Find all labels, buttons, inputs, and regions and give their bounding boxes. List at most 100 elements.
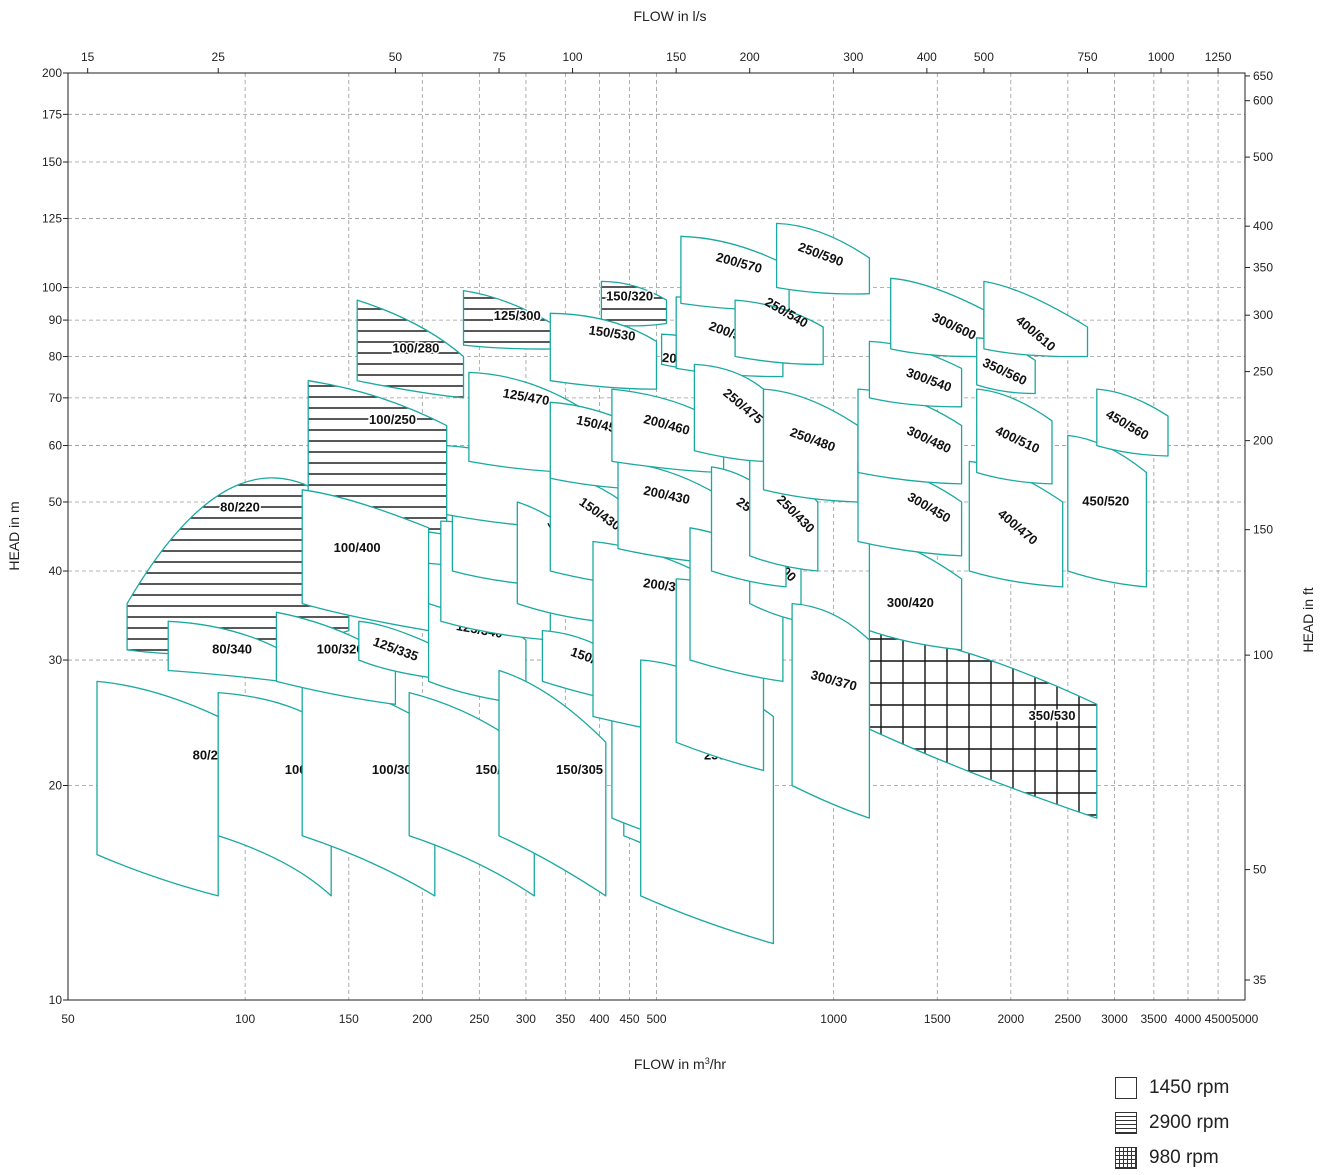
x-tick-label-bottom: 500	[646, 1012, 666, 1026]
y-tick-label-left: 80	[49, 350, 63, 364]
model-region	[983, 280, 1089, 358]
y-tick-label-left: 20	[49, 779, 63, 793]
model-80-285: 80/285	[96, 680, 232, 897]
legend-swatch-horizontal	[1115, 1111, 1137, 1134]
x-tick-label-top: 1250	[1205, 50, 1232, 64]
model-label: 100/280	[392, 340, 439, 355]
x-tick-label-top: 200	[740, 50, 760, 64]
model-region	[275, 611, 397, 705]
model-label: 150/530	[588, 322, 637, 343]
model-250-540: 250/540	[734, 294, 824, 366]
model-80-340: 80/340	[167, 620, 282, 683]
x-tick-label-bottom: 200	[412, 1012, 432, 1026]
x-tick-label-top: 300	[843, 50, 863, 64]
x-tick-label-bottom: 150	[339, 1012, 359, 1026]
model-label: 350/530	[1029, 708, 1076, 723]
model-region	[96, 680, 219, 897]
y-tick-label-right: 100	[1253, 648, 1273, 662]
model-region	[498, 669, 607, 897]
x-tick-label-bottom: 4500	[1205, 1012, 1232, 1026]
y-tick-label-right: 400	[1253, 219, 1273, 233]
model-200-570: 200/570	[680, 235, 790, 311]
x-tick-label-top: 75	[492, 50, 506, 64]
x-tick-label-top: 150	[666, 50, 686, 64]
model-region	[976, 388, 1053, 485]
pump-model-regions: 80/220 100/280 100/250 125/300 150/320 350/53…	[96, 222, 1169, 945]
model-400-510: 400/510	[976, 388, 1053, 485]
y-tick-label-left: 30	[49, 653, 63, 667]
y-tick-label-right: 650	[1253, 69, 1273, 83]
x-tick-label-top: 25	[212, 50, 226, 64]
y-tick-label-left: 40	[49, 564, 63, 578]
x-tick-label-bottom: 2000	[997, 1012, 1024, 1026]
y-tick-label-left: 90	[49, 313, 63, 327]
model-label: 125/300	[494, 308, 541, 323]
model-label: 80/340	[212, 641, 252, 656]
model-label: 450/520	[1082, 493, 1129, 508]
model-region	[680, 235, 790, 311]
x-tick-label-top: 100	[563, 50, 583, 64]
y-tick-label-right: 500	[1253, 150, 1273, 164]
model-label: 100/320	[317, 641, 364, 656]
left-axis-title: HEAD in m	[6, 501, 22, 570]
x-tick-label-bottom: 300	[516, 1012, 536, 1026]
top-axis-title: FLOW in l/s	[633, 8, 706, 24]
legend-label-2900: 2900 rpm	[1149, 1111, 1230, 1133]
model-150-305: 150/305	[498, 669, 607, 897]
x-tick-label-bottom: 350	[555, 1012, 575, 1026]
model-label: 100/250	[369, 412, 416, 427]
model-label: 300/420	[887, 595, 934, 610]
model-100-280: 100/280	[356, 299, 465, 399]
model-region	[868, 629, 1098, 819]
y-tick-label-left: 50	[49, 495, 63, 509]
model-label: 100/400	[334, 540, 381, 555]
x-tick-label-top: 400	[917, 50, 937, 64]
x-tick-label-bottom: 100	[235, 1012, 255, 1026]
y-tick-label-left: 175	[42, 107, 62, 121]
model-region	[549, 312, 658, 390]
x-tick-label-bottom: 3500	[1140, 1012, 1167, 1026]
model-300-370: 300/370	[791, 602, 871, 819]
y-tick-label-right: 250	[1253, 365, 1273, 379]
x-tick-label-top: 15	[81, 50, 95, 64]
model-region	[734, 299, 824, 366]
legend-item-1450: 1450 rpm	[1115, 1070, 1229, 1105]
model-label: 150/320	[606, 288, 653, 303]
model-300-420: 300/420	[868, 533, 963, 651]
model-label: 150/305	[556, 762, 603, 777]
x-tick-label-bottom: 50	[61, 1012, 75, 1026]
model-label: 80/220	[220, 500, 260, 515]
model-300-450: 300/450	[857, 460, 963, 557]
x-tick-label-bottom: 1500	[924, 1012, 951, 1026]
x-tick-label-top: 500	[974, 50, 994, 64]
model-250-480: 250/480	[762, 388, 859, 503]
x-tick-label-bottom: 2500	[1054, 1012, 1081, 1026]
legend: 1450 rpm 2900 rpm 980 rpm	[1115, 1070, 1229, 1175]
model-250-475: 250/475	[693, 363, 766, 463]
model-region	[1096, 388, 1169, 457]
model-150-320: 150/320	[600, 280, 668, 327]
bottom-axis-title: FLOW in m3/hr	[634, 1056, 726, 1072]
y-tick-label-right: 50	[1253, 863, 1267, 877]
model-400-470: 400/470	[968, 460, 1064, 588]
y-tick-label-left: 125	[42, 211, 62, 225]
legend-item-2900: 2900 rpm	[1115, 1105, 1229, 1140]
x-tick-label-bottom: 1000	[820, 1012, 847, 1026]
legend-label-1450: 1450 rpm	[1149, 1076, 1230, 1098]
x-tick-label-top: 50	[389, 50, 403, 64]
legend-swatch-plain	[1115, 1076, 1137, 1099]
legend-item-980: 980 rpm	[1115, 1140, 1229, 1175]
y-tick-label-left: 70	[49, 391, 63, 405]
model-150-530: 150/530	[549, 312, 658, 390]
y-tick-label-right: 35	[1253, 973, 1267, 987]
legend-swatch-grid	[1115, 1146, 1137, 1169]
y-tick-label-right: 150	[1253, 523, 1273, 537]
y-tick-label-right: 600	[1253, 94, 1273, 108]
model-350-530: 350/530	[868, 629, 1098, 819]
model-250-590: 250/590	[775, 222, 871, 295]
model-region	[791, 602, 871, 819]
tick-labels: 50 100 150 200 250 300 350 400 450 500 1000 1500 200…	[42, 50, 1273, 1026]
x-tick-label-bottom: 250	[469, 1012, 489, 1026]
y-tick-label-left: 200	[42, 66, 62, 80]
